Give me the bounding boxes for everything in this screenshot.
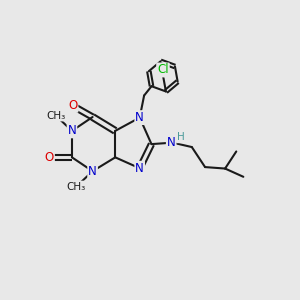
Text: CH₃: CH₃ [67, 182, 86, 191]
Text: N: N [135, 111, 144, 124]
Text: O: O [45, 151, 54, 164]
Text: Cl: Cl [157, 64, 169, 76]
Text: N: N [88, 165, 97, 178]
Text: O: O [68, 99, 77, 112]
Text: N: N [135, 162, 144, 175]
Text: N: N [68, 124, 76, 137]
Text: N: N [167, 136, 176, 149]
Text: CH₃: CH₃ [46, 110, 65, 121]
Text: H: H [177, 132, 185, 142]
